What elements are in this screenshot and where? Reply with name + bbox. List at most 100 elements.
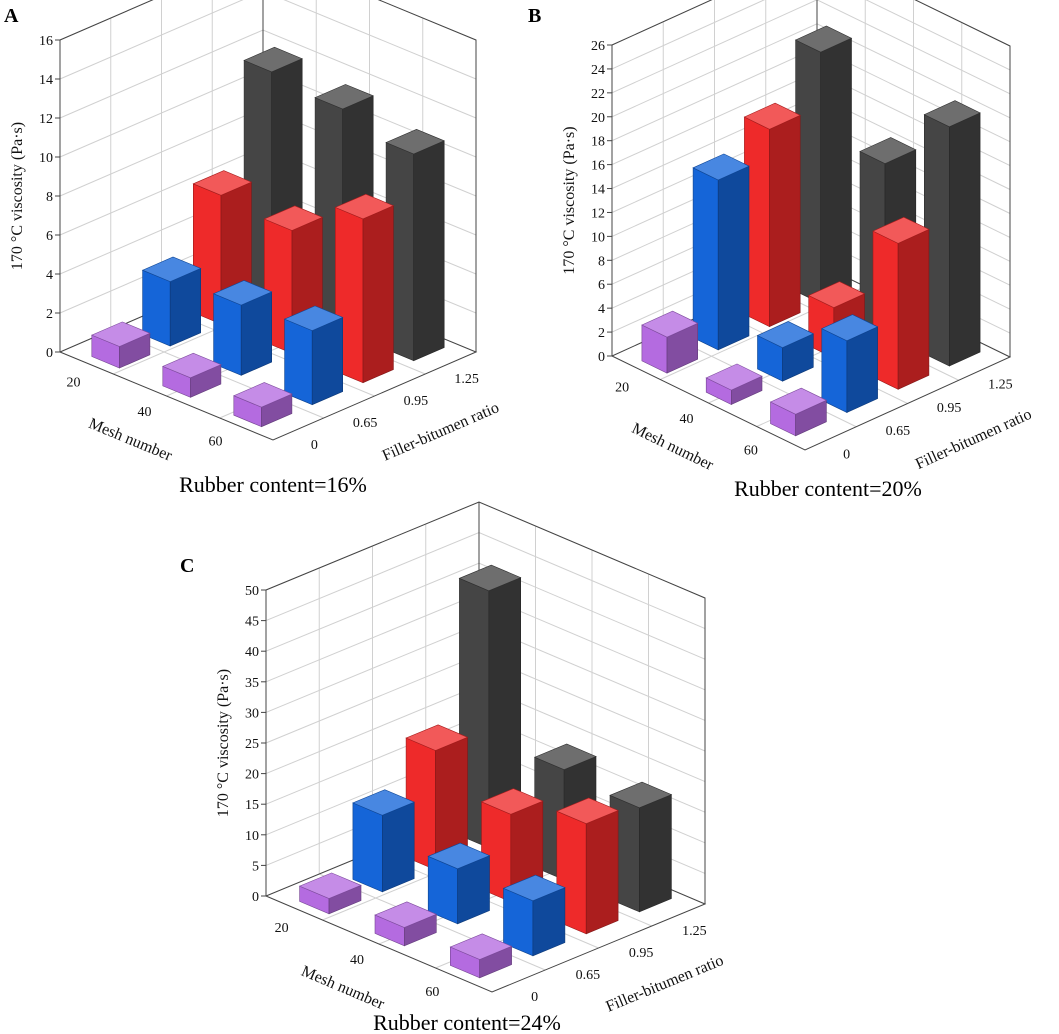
z-tick-label: 10 (39, 151, 53, 166)
z-tick-label: 24 (591, 63, 605, 78)
z-tick-label: 22 (591, 87, 605, 102)
y-axis-title: Filler-bitumen ratio (380, 399, 502, 464)
z-axis-title: 170 °C viscosity (Pa·s) (561, 126, 578, 274)
z-tick-label: 2 (598, 326, 605, 341)
panel-c: C 0 5 10 15 20 25 30 35 40 45 50 170 °C viscosity (P… (180, 501, 726, 1034)
y-tick-labels: 0 0.65 0.95 1.25 (843, 378, 1013, 463)
y-axis-title: Filler-bitumen ratio (604, 952, 726, 1016)
bar-mesh-20-ratio-0.65 (141, 256, 202, 347)
z-tick-label: 4 (598, 302, 605, 317)
bars (91, 46, 445, 428)
z-tick-label: 18 (591, 135, 605, 150)
z-tick-label: 10 (591, 230, 605, 245)
z-tick-labels: 0 2 4 6 8 10 12 14 16 (39, 34, 60, 361)
z-tick-label: 0 (252, 890, 259, 905)
bar-mesh-40-ratio-0 (374, 901, 438, 947)
bar-mesh-20-ratio-0.65 (692, 153, 750, 351)
z-tick-label: 16 (591, 159, 605, 174)
bar-mesh-60-ratio-1.25 (385, 128, 445, 362)
x-axis-title: Mesh number (299, 963, 388, 1013)
bar-mesh-40-ratio-0 (705, 363, 763, 405)
bar-mesh-60-ratio-0 (769, 387, 828, 437)
bar-mesh-60-ratio-0 (449, 933, 513, 979)
z-tick-label: 6 (598, 278, 605, 293)
y-tick-labels: 0 0.65 0.95 1.25 (311, 372, 479, 453)
y-tick-label: 0.65 (576, 968, 601, 983)
z-tick-label: 45 (245, 615, 259, 630)
bar-mesh-20-ratio-0.65 (352, 789, 415, 893)
y-tick-label: 0.95 (404, 394, 429, 409)
x-tick-labels: 20 40 60 (67, 376, 223, 450)
y-axis-title: Filler-bitumen ratio (913, 406, 1034, 473)
bar-mesh-60-ratio-0.65 (821, 314, 879, 413)
bar-mesh-40-ratio-0 (162, 352, 222, 398)
z-tick-label: 14 (591, 183, 605, 198)
x-tick-label: 20 (67, 376, 81, 391)
y-tick-label: 0.65 (353, 416, 378, 431)
y-tick-label: 0.95 (629, 946, 654, 961)
z-tick-label: 25 (245, 737, 259, 752)
bar-mesh-60-ratio-0.65 (283, 305, 344, 406)
z-axis-title: 170 °C viscosity (Pa·s) (215, 669, 232, 817)
z-tick-label: 50 (245, 584, 259, 599)
bar-mesh-60-ratio-0.65 (502, 874, 566, 957)
z-tick-label: 16 (39, 34, 53, 49)
panel-caption: Rubber content=16% (179, 472, 367, 497)
y-tick-label: 0.65 (886, 424, 911, 439)
x-tick-labels: 20 40 60 (275, 921, 440, 1000)
bars (298, 564, 673, 979)
bar-mesh-60-ratio-0 (233, 382, 293, 428)
bar-mesh-40-ratio-0.65 (756, 321, 815, 382)
bar-mesh-60-ratio-0.95 (334, 193, 395, 384)
bar-mesh-20-ratio-0 (298, 872, 362, 915)
bar-mesh-60-ratio-1.25 (923, 100, 981, 367)
z-tick-label: 30 (245, 706, 259, 721)
z-tick-label: 14 (39, 73, 53, 88)
bar-mesh-40-ratio-0.65 (212, 280, 273, 376)
panel-letter: B (528, 5, 541, 27)
y-tick-label: 0 (843, 447, 850, 462)
z-tick-label: 2 (46, 307, 53, 322)
panel-caption: Rubber content=24% (373, 1010, 561, 1034)
x-axis-title: Mesh number (629, 420, 717, 474)
bar-mesh-20-ratio-0 (91, 321, 151, 369)
panel-caption: Rubber content=20% (734, 476, 922, 501)
z-tick-labels: 0 5 10 15 20 25 30 35 40 45 50 (245, 584, 266, 905)
x-tick-label: 60 (744, 443, 758, 458)
z-tick-label: 12 (39, 112, 53, 127)
z-tick-label: 35 (245, 676, 259, 691)
bar-mesh-40-ratio-0.65 (427, 842, 491, 925)
x-tick-label: 40 (138, 405, 152, 420)
y-tick-labels: 0 0.65 0.95 1.25 (531, 924, 707, 1005)
z-tick-label: 0 (46, 346, 53, 361)
z-tick-label: 8 (598, 254, 605, 269)
bar-mesh-20-ratio-0.95 (743, 102, 801, 328)
panel-letter: A (4, 5, 19, 27)
x-tick-label: 20 (615, 381, 629, 396)
bars (641, 25, 981, 437)
z-tick-label: 6 (46, 229, 53, 244)
y-tick-label: 0 (531, 990, 538, 1005)
y-tick-label: 0.95 (937, 401, 962, 416)
bar-mesh-60-ratio-0.95 (556, 797, 619, 935)
y-tick-label: 1.25 (454, 372, 479, 387)
z-tick-label: 40 (245, 645, 259, 660)
y-tick-label: 1.25 (682, 924, 707, 939)
panel-a: A 0 2 4 6 8 10 12 14 16 170 °C viscosity (Pa·s) 20 4… (4, 0, 502, 497)
y-tick-label: 0 (311, 438, 318, 453)
z-tick-label: 12 (591, 206, 605, 221)
z-tick-label: 5 (252, 859, 259, 874)
bar-mesh-20-ratio-0 (641, 310, 699, 374)
z-tick-label: 0 (598, 350, 605, 365)
x-tick-label: 60 (425, 985, 439, 1000)
z-tick-label: 8 (46, 190, 53, 205)
z-tick-label: 4 (46, 268, 53, 283)
x-tick-labels: 20 40 60 (615, 381, 758, 459)
x-tick-label: 60 (209, 434, 223, 449)
bar-mesh-60-ratio-1.25 (609, 781, 673, 913)
bar-mesh-20-ratio-1.25 (794, 25, 853, 304)
panel-letter: C (180, 555, 194, 577)
